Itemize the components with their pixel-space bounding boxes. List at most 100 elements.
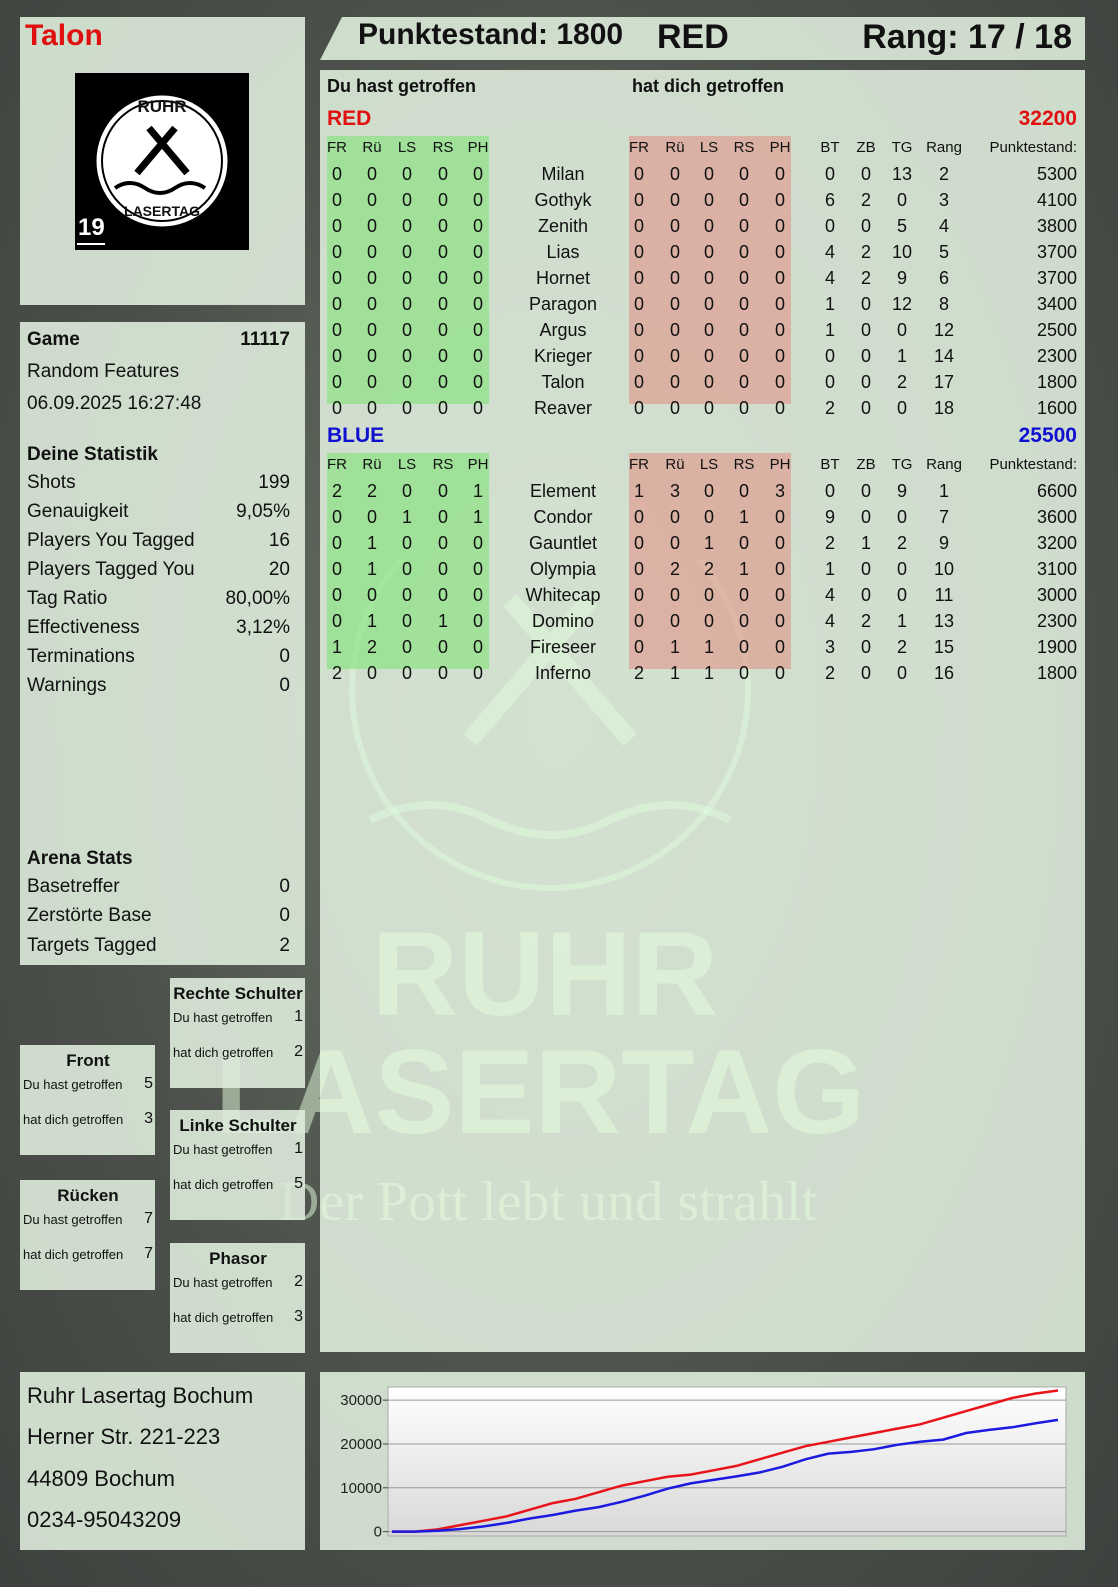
got-cell: 0 [703,320,714,341]
got-cell: 0 [669,507,680,528]
stat-cell: 12 [891,294,913,315]
hit-cell: 0 [366,585,377,606]
got-cell: 0 [633,216,644,237]
hit-cell: 0 [472,663,483,684]
got-cell: 0 [774,190,785,211]
hit-cell: 0 [437,190,448,211]
stat-label: Shots [27,471,76,493]
got-cell: 0 [774,216,785,237]
stat-cell: 5 [938,242,949,263]
stat-cell: 0 [860,663,871,684]
team: RED [657,18,729,57]
stat-cell: 1 [824,559,835,580]
hit-cell: 2 [331,663,342,684]
column-header: FR [629,138,649,156]
column-header: FR [327,138,347,156]
score-cell: 2500 [1036,320,1077,341]
arena-title: Arena Stats [27,847,133,869]
stat-value: 16 [268,529,290,551]
got-cell: 0 [669,611,680,632]
got-cell: 0 [774,507,785,528]
hit-cell: 0 [366,663,377,684]
hit-cell: 1 [472,507,483,528]
stat-cell: 10 [933,559,955,580]
got-cell: 0 [633,637,644,658]
score-cell: 3000 [1036,585,1077,606]
zone-title: Rechte Schulter [173,983,303,1003]
got-cell: 0 [703,585,714,606]
hit-cell: 0 [366,320,377,341]
got-cell: 0 [738,611,749,632]
top-bar [320,17,1085,60]
hit-cell: 0 [401,320,412,341]
hit-cell: 0 [472,611,483,632]
column-header: RS [733,138,755,156]
got-cell: 1 [703,533,714,554]
hit-cell: 0 [366,398,377,419]
got-cell: 0 [738,372,749,393]
game-mode: Random Features [27,360,180,382]
hit-cell: 0 [472,585,483,606]
hit-cell: 0 [437,507,448,528]
hit-cell: 0 [401,533,412,554]
arena-value: 0 [279,905,290,927]
address-panel [20,1372,305,1550]
got-cell: 0 [738,216,749,237]
hit-cell: 0 [366,507,377,528]
column-header: Rü [362,138,382,156]
column-header: FR [629,455,649,473]
stat-cell: 2 [860,611,871,632]
column-header: LS [699,455,719,473]
stat-cell: 2 [860,268,871,289]
got-cell: 0 [774,559,785,580]
hit-cell: 0 [366,190,377,211]
zone-label: hat dich getroffen [23,1111,124,1127]
zone-value: 7 [144,1210,153,1228]
stat-cell: 4 [824,611,835,632]
hit-cell: 0 [437,481,448,502]
hit-cell: 1 [437,611,448,632]
y-tick-label: 30000 [340,1392,382,1409]
player-cell: Gothyk [534,190,592,211]
hit-cell: 0 [472,216,483,237]
column-header: Rang [926,455,962,473]
stat-label: Players You Tagged [27,529,195,551]
stats-title: Deine Statistik [27,443,158,465]
stat-cell: 1 [896,611,907,632]
hit-cell: 0 [472,268,483,289]
hit-cell: 0 [331,242,342,263]
hit-cell: 0 [401,559,412,580]
column-header: PH [769,455,791,473]
got-cell: 0 [738,585,749,606]
got-cell: 3 [774,481,785,502]
stat-cell: 0 [860,637,871,658]
column-header: BT [820,455,840,473]
score-cell: 1600 [1036,398,1077,419]
score: Punktestand: 1800 [358,17,624,51]
zone-label: Du hast getroffen [173,1274,273,1290]
stat-value: 3,12% [236,616,290,638]
column-header: LS [397,455,417,473]
got-cell: 0 [738,242,749,263]
player-cell: Fireseer [529,637,596,658]
rank: Rang: 17 / 18 [862,18,1072,57]
hit-cell: 0 [472,294,483,315]
zone-title: Phasor [209,1248,267,1268]
hit-cell: 0 [401,242,412,263]
hit-cell: 2 [331,481,342,502]
arena-label: Zerstörte Base [27,905,152,927]
hit-cell: 0 [437,216,448,237]
hit-cell: 0 [437,585,448,606]
score-cell: 3700 [1036,242,1077,263]
column-header: RS [432,138,454,156]
got-background [629,136,791,404]
stat-cell: 1 [938,481,949,502]
hit-cell: 0 [437,164,448,185]
got-cell: 1 [703,663,714,684]
got-cell: 0 [774,585,785,606]
address-line: Herner Str. 221-223 [27,1424,221,1450]
logo-number: 19 [78,213,105,241]
hit-cell: 0 [331,320,342,341]
got-cell: 0 [633,346,644,367]
stat-cell: 14 [933,346,955,367]
